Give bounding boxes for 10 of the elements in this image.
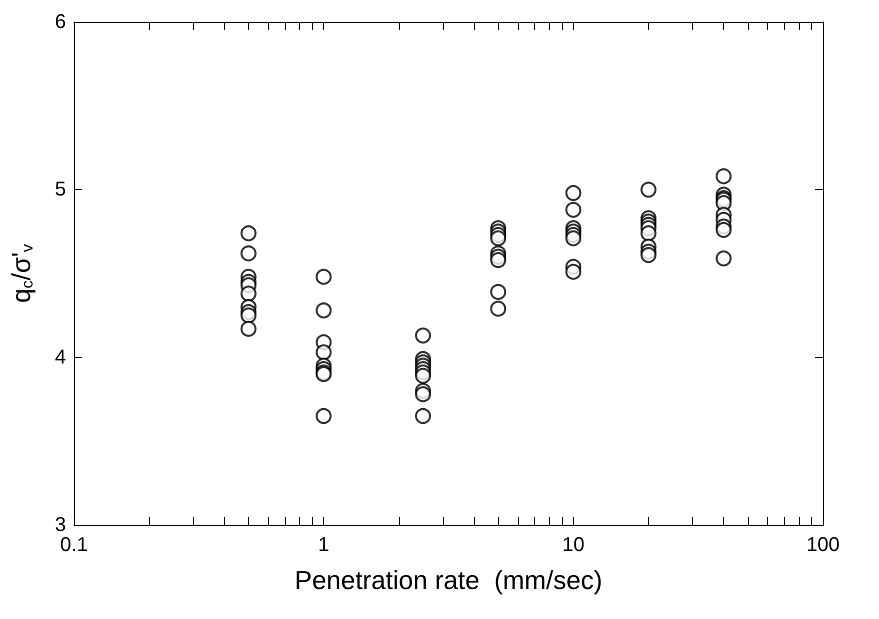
x-axis-title: Penetration rate (mm/sec) [294, 565, 602, 595]
x-tick-label: 100 [806, 534, 840, 556]
y-tick-label: 5 [54, 178, 66, 201]
x-tick-label: 0.1 [60, 534, 88, 556]
y-tick-label: 6 [54, 11, 66, 33]
x-tick-label: 1 [318, 534, 330, 556]
x-tick-label: 10 [562, 534, 584, 556]
y-tick-label: 3 [54, 514, 66, 536]
y-axis-title: qc/σ'v [6, 244, 36, 303]
y-tick-label: 4 [54, 346, 66, 368]
